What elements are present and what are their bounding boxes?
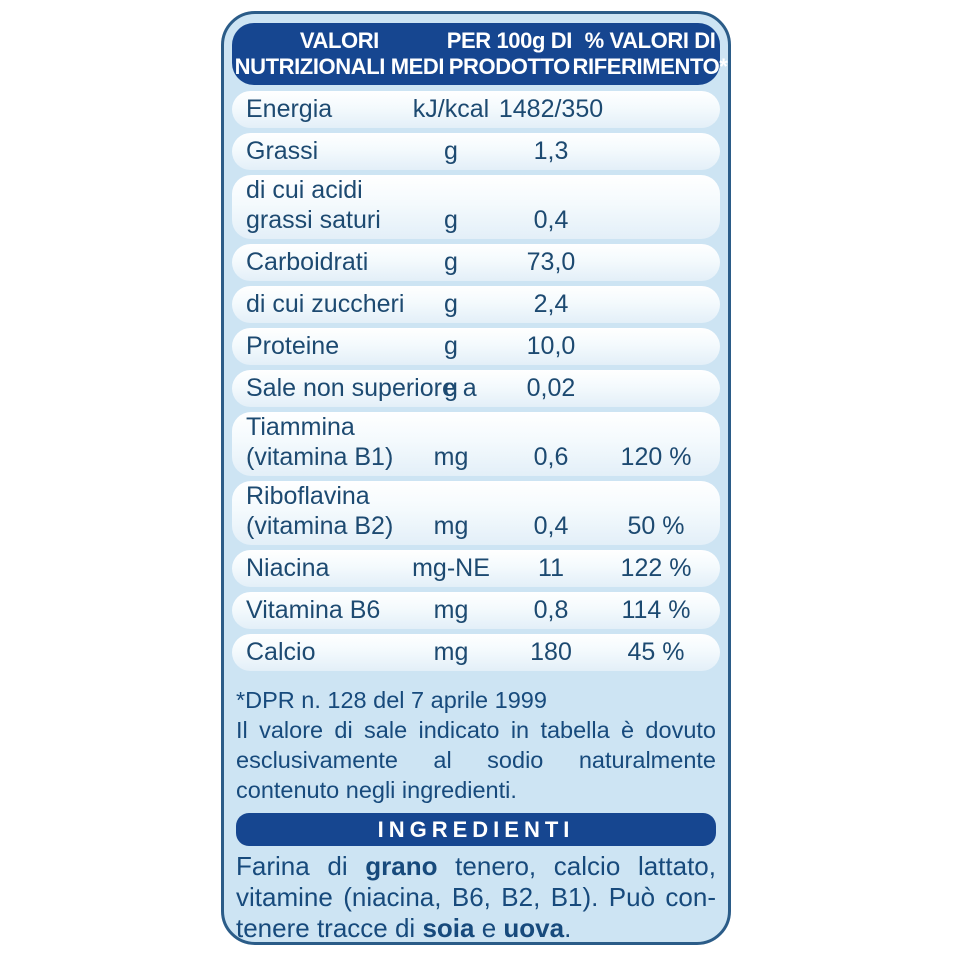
row-unit: g (444, 290, 458, 318)
row-value: 11 (538, 554, 564, 582)
row-value: 0,02 (526, 374, 576, 402)
ingredients-paragraph: Farina di grano tenero, calcio lattato, v… (236, 851, 716, 943)
row-label: Grassi (246, 137, 319, 165)
row-percent: 45 % (627, 638, 685, 666)
ingredient-text: . (564, 913, 572, 943)
header-col1-line1: VALORI (299, 28, 379, 53)
ingredients-title-bar: INGREDIENTI (236, 813, 716, 846)
row-label: Vitamina B6 (246, 596, 381, 624)
row-percent: 114 % (621, 596, 691, 624)
ingredients-title: INGREDIENTI (377, 816, 575, 842)
row-label-line1: di cui acidi (246, 176, 363, 204)
ingredients-line: Farina di grano tenero, calcio lattato, (236, 851, 716, 882)
row-value: 1482/350 (498, 95, 604, 123)
row-unit: mg (433, 638, 469, 666)
row-label-line1: Riboflavina (246, 482, 370, 510)
table-row: di cui acidi grassi saturi g 0,4 (232, 175, 720, 239)
row-value: 0,8 (533, 596, 569, 624)
ingredient-text: tenere tracce di (236, 913, 423, 943)
header-col3-line1: % VALORI DI (584, 28, 716, 53)
footnote-dpr-line: *DPR n. 128 del 7 aprile 1999 (236, 687, 547, 713)
row-label: Carboidrati (246, 248, 369, 276)
row-value: 0,6 (533, 443, 569, 471)
row-label-line2: grassi saturi (246, 206, 381, 234)
row-unit: kJ/kcal (412, 95, 490, 123)
row-label: Calcio (246, 638, 316, 666)
header-col2-line2: PRODOTTO (448, 54, 570, 79)
table-row: Sale non superiore a g 0,02 (232, 370, 720, 407)
row-value: 0,4 (533, 206, 569, 234)
row-label: Tiammina (vitamina B1) (246, 412, 406, 472)
footnote-line: contenuto negli ingredienti. (236, 777, 517, 803)
header-col-per-100g: PER 100g DI PRODOTTO (446, 28, 573, 80)
row-unit: g (444, 137, 458, 165)
nutrition-rows: Energia kJ/kcal 1482/350 Grassi g 1,3 di cui a… (232, 91, 720, 671)
table-row: Riboflavina (vitamina B2) mg 0,4 50 % (232, 481, 720, 545)
ingredients-line: vitamine (niacina, B6, B2, B1). Può con- (236, 882, 716, 913)
row-label: Proteine (246, 332, 340, 360)
row-unit: mg (433, 512, 469, 540)
row-value: 180 (530, 638, 572, 666)
row-label-line1: Tiammina (246, 413, 355, 441)
ingredient-highlight: uova (503, 913, 565, 943)
row-label-line2: (vitamina B1) (246, 443, 394, 471)
row-value: 10,0 (526, 332, 576, 360)
row-label: di cui zuccheri (246, 290, 405, 318)
table-row: Vitamina B6 mg 0,8 114 % (232, 592, 720, 629)
row-unit: mg (433, 596, 469, 624)
table-row: Calcio mg 180 45 % (232, 634, 720, 671)
table-row: di cui zuccheri g 2,4 (232, 286, 720, 323)
header-col2-line1: PER 100g DI (446, 28, 573, 53)
row-unit: g (444, 206, 458, 234)
ingredient-text: tenero, calcio lattato, (437, 851, 716, 881)
row-unit: g (444, 374, 458, 402)
footnote-line: Il valore di sale indicato in tabella è … (236, 717, 716, 743)
row-label: Sale non superiore a (246, 374, 477, 402)
row-percent: 122 % (620, 554, 692, 582)
ingredients-line: tenere tracce di soia e uova. (236, 913, 716, 943)
row-value: 0,4 (533, 512, 569, 540)
row-label: di cui acidi grassi saturi (246, 175, 406, 235)
table-row: Carboidrati g 73,0 (232, 244, 720, 281)
row-label: Riboflavina (vitamina B2) (246, 481, 406, 541)
footnote: *DPR n. 128 del 7 aprile 1999 Il valore … (236, 685, 716, 805)
row-unit: g (444, 332, 458, 360)
row-label: Niacina (246, 554, 330, 582)
table-row: Energia kJ/kcal 1482/350 (232, 91, 720, 128)
row-percent: 50 % (627, 512, 685, 540)
footnote-paragraph: Il valore di sale indicato in tabella è … (236, 715, 716, 805)
row-value: 2,4 (533, 290, 569, 318)
header-col-riferimento: % VALORI DI RIFERIMENTO* (572, 28, 728, 80)
row-value: 1,3 (533, 137, 569, 165)
row-label-line2: (vitamina B2) (246, 512, 394, 540)
header-col1-line2: NUTRIZIONALI MEDI (234, 54, 445, 79)
row-value: 73,0 (526, 248, 576, 276)
ingredient-text: vitamine (niacina, B6, B2, B1). Può con- (236, 882, 716, 912)
ingredient-text: e (474, 913, 504, 943)
table-header-bar: VALORI NUTRIZIONALI MEDI PER 100g DI PRO… (232, 23, 728, 85)
ingredient-text: Farina di (236, 851, 366, 881)
header-col-valori-nutrizionali: VALORI NUTRIZIONALI MEDI (232, 28, 447, 80)
table-row: Proteine g 10,0 (232, 328, 720, 365)
footnote-line: esclusivamente al sodio naturalmente (236, 747, 716, 773)
ingredient-highlight: soia (422, 913, 475, 943)
row-unit: mg (433, 443, 469, 471)
header-col3-line2: RIFERIMENTO* (572, 54, 728, 79)
row-unit: mg-NE (412, 554, 490, 582)
row-label: Energia (246, 95, 333, 123)
row-percent: 120 % (620, 443, 692, 471)
table-row: Niacina mg-NE 11 122 % (232, 550, 720, 587)
nutrition-label-card: VALORI NUTRIZIONALI MEDI PER 100g DI PRO… (221, 11, 731, 945)
ingredient-highlight: grano (365, 851, 438, 881)
table-row: Grassi g 1,3 (232, 133, 720, 170)
table-row: Tiammina (vitamina B1) mg 0,6 120 % (232, 412, 720, 476)
card-content: VALORI NUTRIZIONALI MEDI PER 100g DI PRO… (224, 14, 728, 943)
row-unit: g (444, 248, 458, 276)
